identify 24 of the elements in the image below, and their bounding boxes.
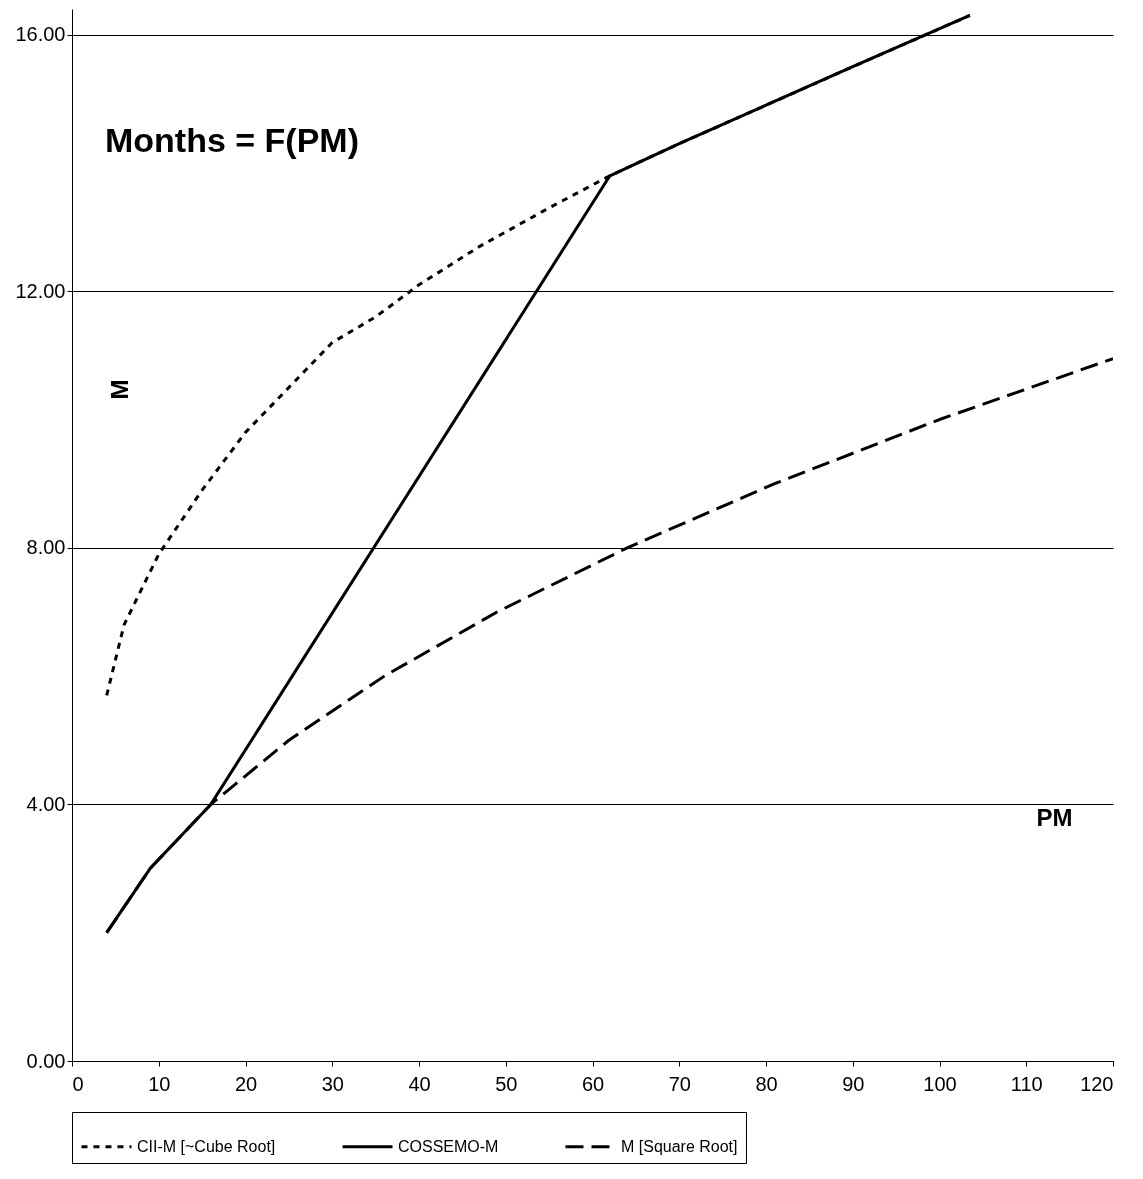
legend-label: M [Square Root] — [621, 1137, 738, 1155]
legend-label: CII-M [~Cube Root] — [137, 1137, 276, 1155]
text: Months = F(PM) — [104, 121, 359, 159]
x-tick-label: 120 — [1080, 1072, 1114, 1095]
y-tick-label: 16.00 — [15, 23, 66, 46]
x-tick-label: 100 — [923, 1072, 957, 1095]
y-tick-label: 0.00 — [26, 1049, 66, 1072]
x-tick-label: 80 — [755, 1072, 778, 1095]
legend-label: COSSEMO-M — [398, 1137, 499, 1155]
y-axis-title: M — [105, 379, 133, 400]
x-tick-label: 50 — [495, 1072, 518, 1095]
x-tick-label: 10 — [148, 1072, 171, 1095]
x-tick-label: 30 — [321, 1072, 344, 1095]
x-axis-title: PM — [1036, 803, 1073, 831]
y-tick-label: 12.00 — [15, 279, 66, 302]
x-tick-label: 0 — [72, 1072, 84, 1095]
x-tick-label: 90 — [842, 1072, 865, 1095]
x-tick-label: 20 — [234, 1072, 258, 1095]
x-tick-label: 110 — [1010, 1072, 1043, 1095]
x-tick-label: 40 — [408, 1072, 431, 1095]
y-tick-label: 4.00 — [26, 792, 66, 815]
y-tick-label: 8.00 — [26, 536, 66, 559]
x-tick-label: 70 — [668, 1072, 691, 1095]
x-tick-label: 60 — [581, 1072, 605, 1095]
